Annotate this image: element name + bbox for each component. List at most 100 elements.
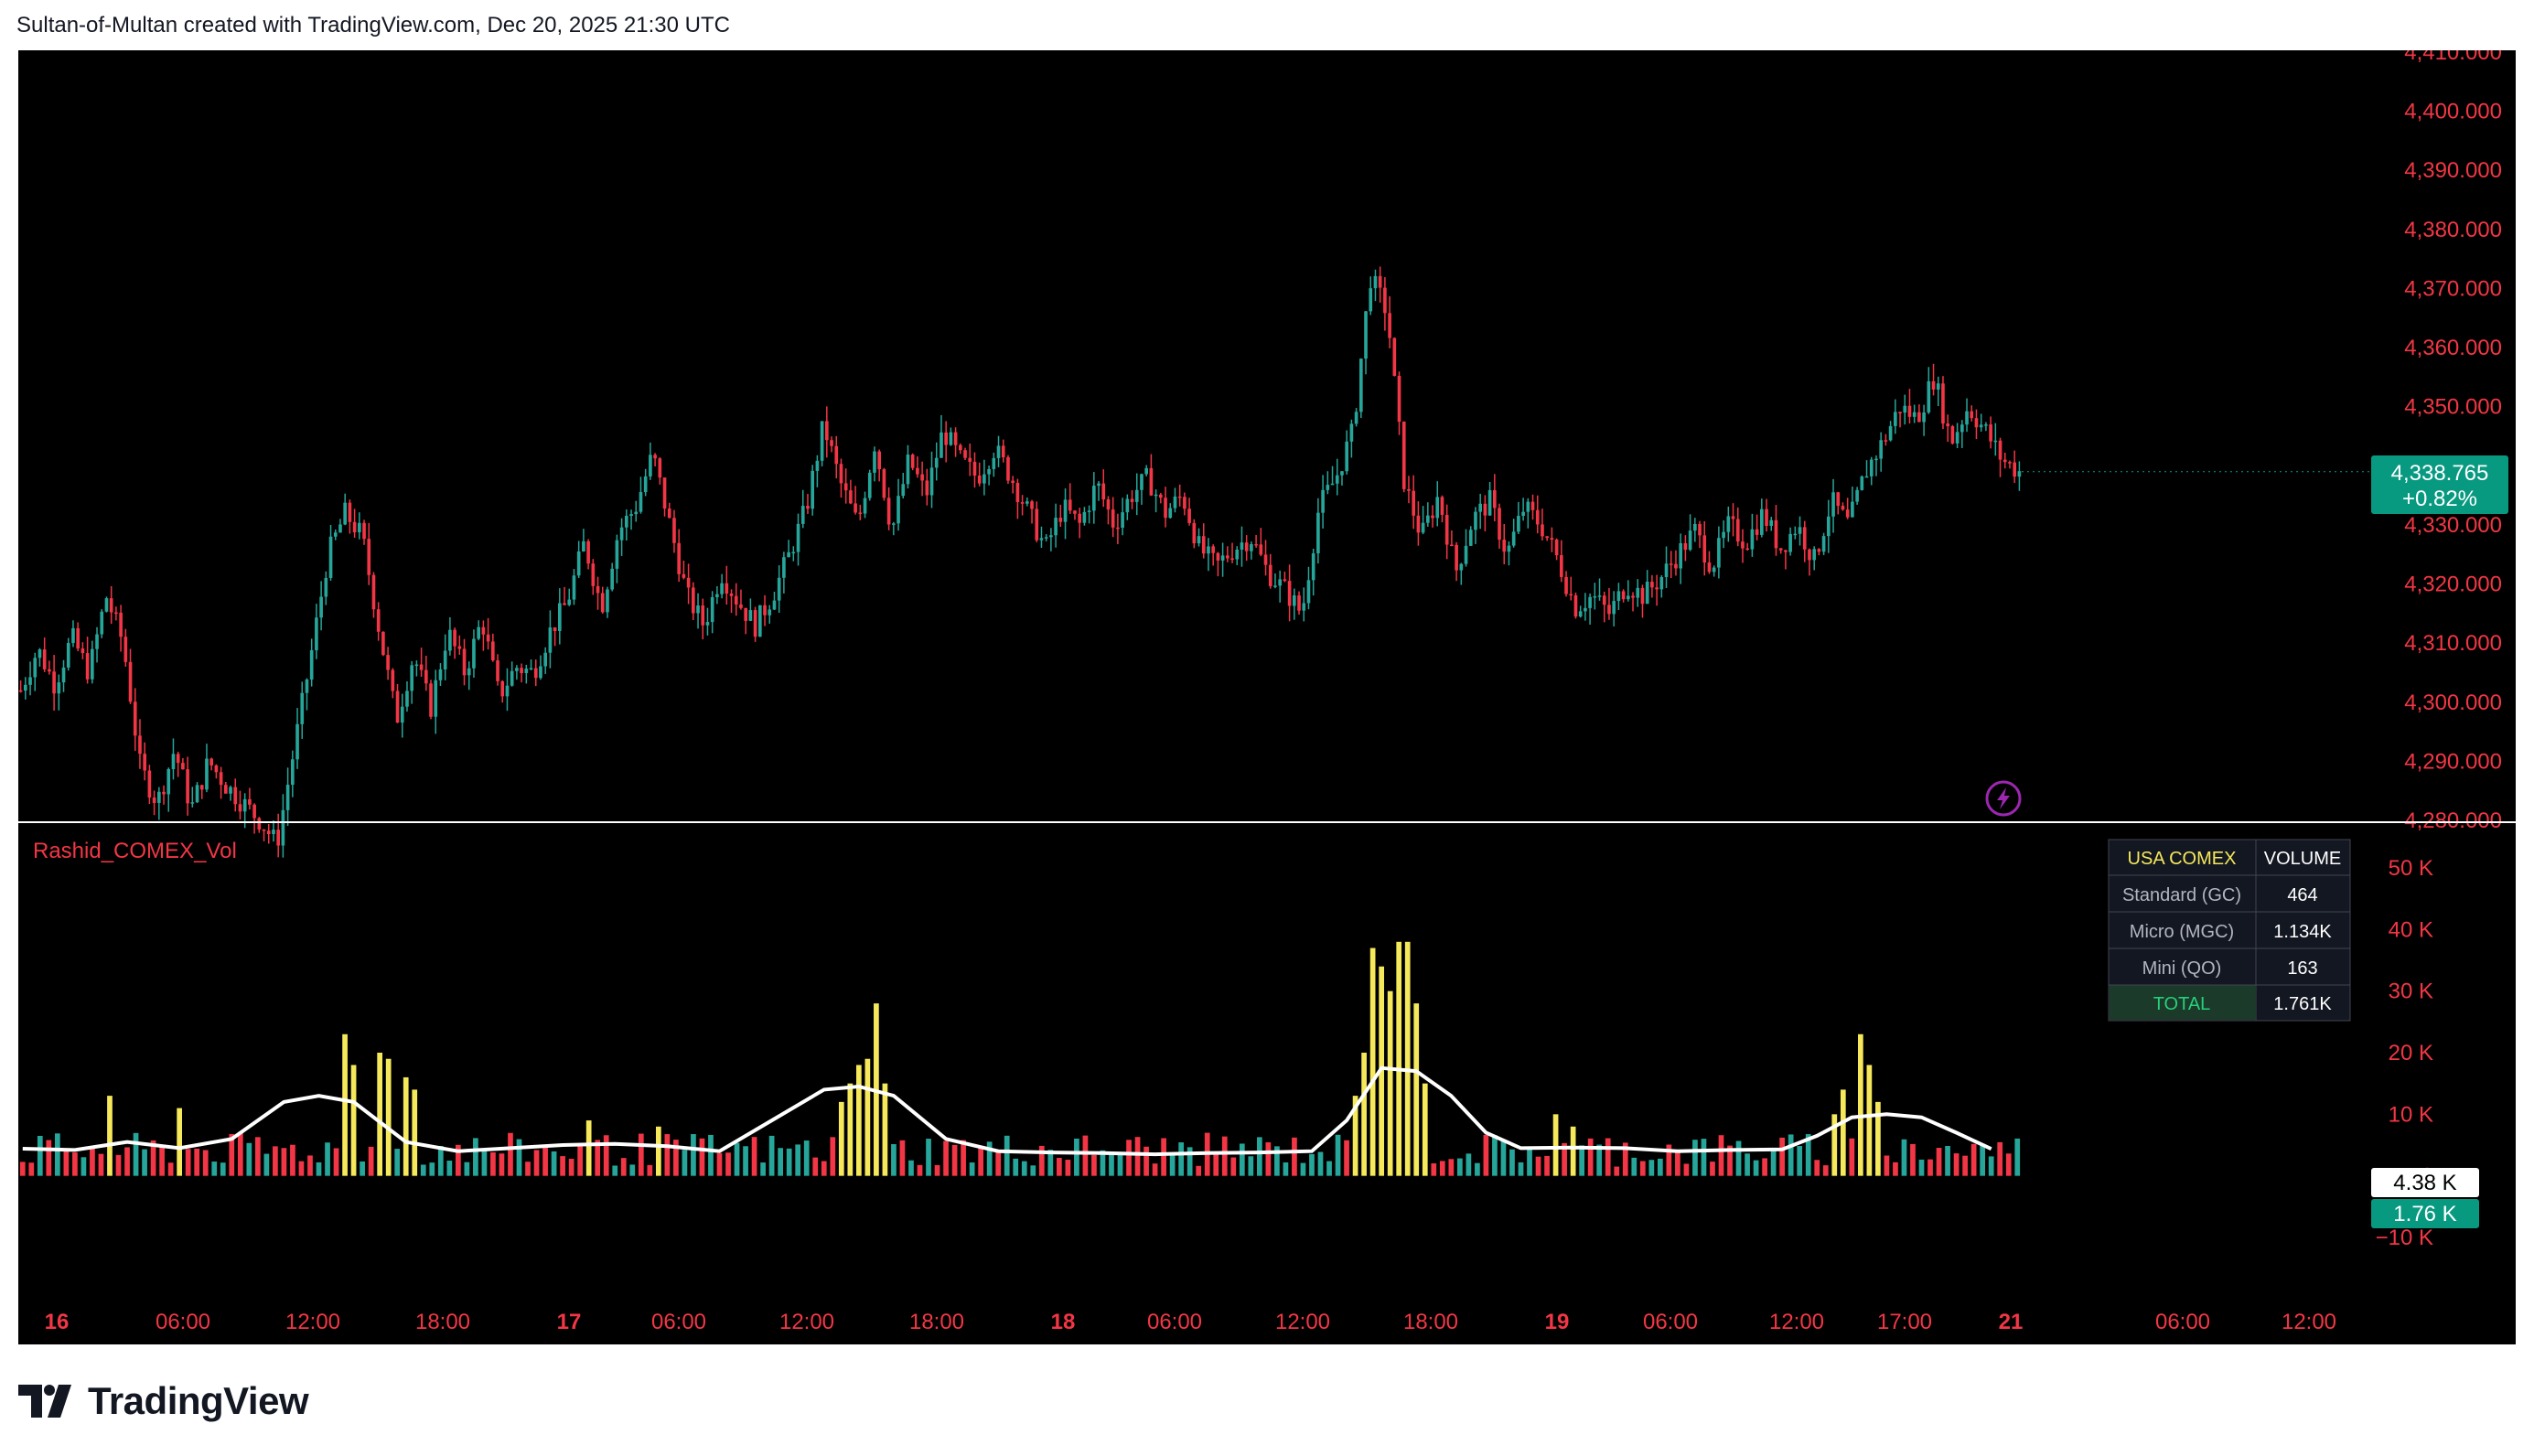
candle [1879,432,1884,472]
candle [1006,455,1010,485]
volume-bar [1805,1134,1811,1176]
volume-bar [437,1145,444,1176]
candle [290,750,295,798]
price-tick-label: 4,400.000 [2404,100,2502,124]
volume-bar [1387,990,1393,1176]
candle [1173,487,1177,513]
candle [748,598,753,622]
volume-bar [1038,1145,1045,1176]
candle [1349,419,1354,458]
candle [901,473,906,499]
lightning-icon[interactable] [1985,780,2022,817]
candle [1774,505,1778,556]
volume-bar [716,1152,723,1176]
candle [48,660,51,675]
candle [1750,513,1755,557]
volume-bar [1675,1151,1680,1176]
volume-ma-badge: 4.38 K [2371,1168,2479,1197]
candle [734,583,738,616]
candle [763,594,767,626]
candle [281,794,285,858]
volume-bar [2005,1153,2012,1176]
candle [1220,542,1225,577]
volume-bar [1100,1150,1106,1176]
volume-bar [943,1140,949,1176]
volume-bar [969,1162,975,1176]
volume-bar [1065,1160,1071,1176]
candle [1201,523,1206,559]
candle [800,489,805,529]
volume-bar [691,1134,696,1176]
tradingview-logo-icon [18,1385,71,1418]
volume-bar [629,1164,636,1176]
volume-bar [1326,1161,1332,1176]
candle [662,477,667,517]
candle [1984,422,1988,432]
price-tick-label: 4,360.000 [2404,336,2502,360]
volume-bar [159,1146,165,1176]
price-tick-label: 4,310.000 [2404,631,2502,656]
candle [1306,566,1311,610]
candle [1927,367,1931,414]
candle [1392,337,1397,377]
volume-bar [1221,1136,1228,1176]
candle [352,509,357,538]
volume-bar [934,1164,940,1176]
volume-bar [899,1140,906,1176]
last-price-change: +0.82% [2402,487,2477,511]
candle [1407,476,1411,504]
candle [1788,527,1792,556]
candle [1745,542,1750,551]
volume-bar [377,1053,383,1176]
candle [1455,541,1458,582]
candle [1244,535,1249,562]
volume-bar [1126,1140,1132,1176]
volume-bar [1109,1154,1114,1176]
volume-bar [1248,1156,1254,1176]
volume-bar [1666,1144,1672,1176]
candle [539,655,542,680]
candle [1297,591,1301,616]
indicator-name[interactable]: Rashid_COMEX_Vol [33,839,237,863]
candle [328,524,333,581]
candle [371,572,376,618]
volume-axis: 50 K40 K30 K20 K10 K0−10 K [2376,856,2433,1250]
candle [2008,460,2012,469]
tradingview-logo[interactable]: TradingView [18,1379,309,1423]
candle [705,607,710,636]
volume-bar [350,1065,357,1176]
candle [1607,587,1611,620]
volume-bar [1779,1137,1786,1176]
volume-bar [1535,1156,1541,1176]
volume-bar [1082,1135,1089,1176]
candle [854,486,857,515]
candle [1211,544,1216,566]
volume-bar [612,1165,618,1176]
candle [1655,574,1659,606]
volume-bar [446,1161,453,1176]
candle [133,688,137,751]
candle [357,512,361,540]
volume-bar [734,1142,740,1176]
volume-bar [882,1083,888,1176]
candle [1993,423,1998,456]
volume-bar [177,1108,183,1176]
candle [1884,434,1888,446]
volume-bar [1013,1158,1019,1176]
chart-area[interactable]: 4,280.000 4,290.000 4,300.000 4,310.000 4,32… [18,50,2516,1344]
volume-bar [1483,1134,1489,1176]
volume-bar [1161,1138,1166,1176]
candle [66,637,70,671]
candle [1955,423,1960,448]
candle [791,546,796,562]
candle [205,744,209,793]
candle [1358,358,1363,418]
candle [1125,494,1130,520]
candle [963,447,967,461]
candle [1974,409,1979,440]
time-axis-label: 06:00 [1643,1310,1698,1334]
candle [782,551,786,594]
table-row-value: 163 [2287,958,2317,979]
candle [1554,538,1559,561]
candle [1168,503,1173,519]
